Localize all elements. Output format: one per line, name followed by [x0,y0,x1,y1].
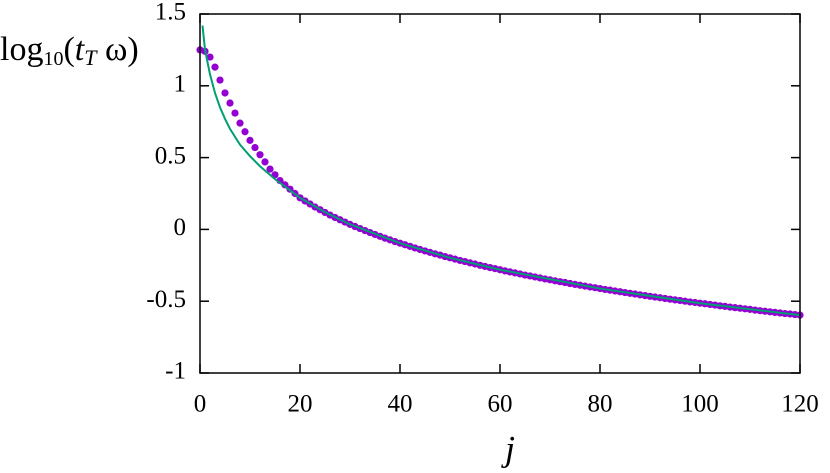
ylabel-part: ω) [96,31,138,68]
ylabel-part: T [84,45,98,70]
y-tick-label: 0 [174,214,187,241]
y-tick-label: -1 [165,358,186,385]
data-point [266,165,274,173]
x-tick-label: 80 [588,391,613,418]
data-point [211,63,219,71]
data-point [216,76,224,84]
x-tick-label: 0 [194,391,207,418]
data-point [231,109,239,117]
data-point [256,151,264,159]
x-tick-label: 20 [288,391,313,418]
ylabel-part: log [0,31,43,68]
data-point [251,143,259,152]
data-point [281,181,289,189]
ylabel-part: ( [63,31,74,68]
x-tick-label: 100 [681,391,719,418]
data-point [206,53,214,61]
x-tick-label: 40 [388,391,413,418]
data-point [236,119,244,127]
x-tick-label: 120 [781,391,819,418]
x-axis-label: j [501,428,515,468]
data-line [201,25,801,317]
y-tick-label: 1 [174,71,187,98]
x-tick-label: 60 [488,391,513,418]
y-tick-label: 1.5 [155,0,186,26]
data-point [221,89,229,97]
y-axis-label: log10(tT ω) [0,31,139,70]
ylabel-part: t [75,31,86,68]
data-point [246,136,254,144]
data-point [261,158,269,166]
ylabel-part: 10 [43,48,63,70]
y-tick-label: -0.5 [146,286,186,313]
y-tick-label: 0.5 [155,142,186,169]
data-point [226,99,234,107]
data-point [241,128,249,136]
plot-frame [199,13,801,374]
